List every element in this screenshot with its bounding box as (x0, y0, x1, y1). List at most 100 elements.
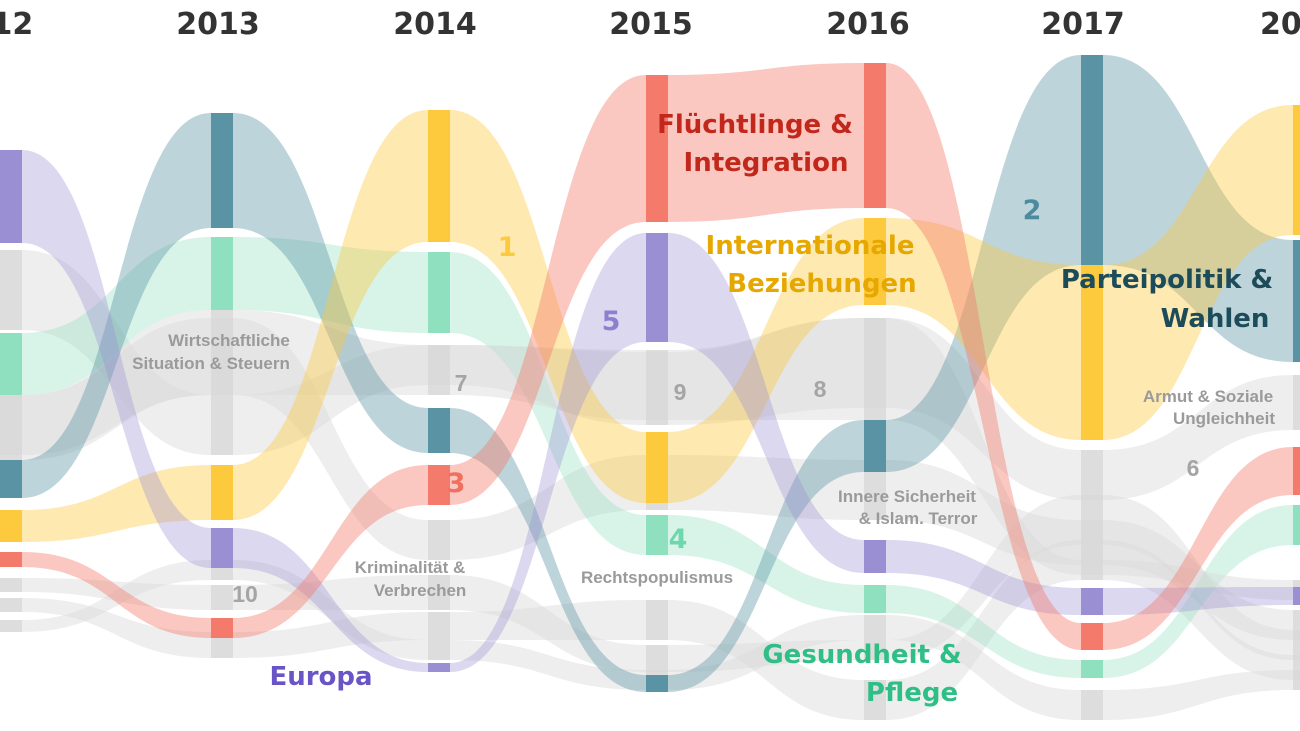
flow-band-grey-a-1 (233, 345, 428, 455)
flow-band-grey-e-5 (1103, 670, 1293, 720)
node-grey-c-3 (646, 645, 668, 672)
node-gesundheit-6 (1293, 505, 1300, 545)
rank-10: 10 (232, 581, 258, 607)
flow-band-grey-d-5 (1103, 540, 1293, 680)
flow-band-wirtschaft-2 (450, 345, 646, 420)
flow-band-grey-b-2 (450, 455, 646, 560)
flow-band-grey-e-4 (886, 615, 1081, 720)
node-grey-e-5 (1081, 690, 1103, 720)
node-grey-d-3 (646, 600, 668, 640)
flow-band-partei-1 (233, 113, 428, 453)
node-international-5 (1081, 265, 1103, 440)
label-rechtspopulismus: Rechtspopulismus (581, 568, 733, 587)
node-wirtschaft-3 (646, 350, 668, 420)
node-grey-c-1 (211, 585, 233, 610)
node-partei-5 (1081, 55, 1103, 265)
node-partei-0 (0, 460, 22, 498)
flow-band-europa-5 (1103, 587, 1293, 615)
flow-band-grey-a-5 (1103, 375, 1293, 500)
flow-band-international-5 (1103, 105, 1293, 440)
flow-band-partei-4 (886, 55, 1081, 472)
flow-band-fluechtlinge-4 (886, 63, 1081, 650)
flow-band-grey-e-2 (450, 640, 646, 690)
label-gesundheit-2: Pflege (866, 678, 958, 708)
flow-band-grey-d-4 (886, 540, 1081, 720)
flow-band-grey-b-0 (22, 318, 211, 455)
year-2017: 2017 (1041, 7, 1125, 42)
node-international-6 (1293, 105, 1300, 235)
topic-labels: Flüchtlinge & Integration Internationale… (269, 110, 1273, 708)
rank-9: 9 (674, 379, 687, 405)
label-partei-2: Wahlen (1161, 304, 1270, 334)
node-fluechtlinge-5 (1081, 623, 1103, 650)
flow-band-europa-3 (668, 233, 864, 573)
flow-band-wirtschaft-3 (668, 318, 864, 420)
node-grey-d-4 (864, 680, 886, 720)
node-fluechtlinge-0 (0, 552, 22, 567)
rank-5: 5 (602, 306, 621, 337)
flow-band-gesundheit-3 (668, 515, 864, 613)
flow-band-fluechtlinge-5 (1103, 447, 1293, 650)
node-europa-1 (211, 528, 233, 568)
node-grey-c-5 (1081, 495, 1103, 545)
node-gesundheit-3 (646, 515, 668, 555)
rank-3: 3 (447, 468, 466, 499)
flow-band-europa-2 (450, 233, 646, 672)
rank-4: 4 (669, 524, 688, 555)
flow-band-wirtschaft-1 (233, 310, 428, 395)
label-fluechtlinge-2: Integration (684, 148, 849, 178)
node-fluechtlinge-4 (864, 63, 886, 208)
rank-6: 6 (1187, 455, 1200, 481)
flow-band-grey-c-3 (668, 640, 864, 672)
flow-band-europa-0 (22, 150, 211, 568)
flow-band-grey-c-0 (22, 578, 211, 610)
flow-band-grey-d-2 (450, 600, 646, 640)
label-armut-2: Ungleichheit (1173, 409, 1275, 428)
label-kriminalitaet-2: Verbrechen (374, 581, 467, 600)
node-grey-e-0 (0, 620, 22, 632)
node-grey-d-0 (0, 598, 22, 612)
label-gesundheit: Gesundheit & (762, 640, 961, 670)
node-grey-c-0 (0, 578, 22, 592)
flow-band-grey-c-2 (450, 575, 646, 672)
flow-band-partei-0 (22, 113, 211, 498)
flow-band-partei-3 (668, 420, 864, 692)
node-europa-5 (1081, 588, 1103, 615)
label-partei: Parteipolitik & (1061, 265, 1273, 295)
flow-band-grey-c-5 (1103, 495, 1293, 660)
rank-1: 1 (498, 232, 517, 263)
node-gesundheit-2 (428, 252, 450, 333)
flow-band-gesundheit-0 (22, 237, 211, 395)
flow-band-fluechtlinge-0 (22, 552, 211, 638)
rank-numbers: 1 2 3 4 5 7 8 9 10 6 (232, 195, 1199, 607)
flow-band-grey-d-0 (22, 598, 211, 658)
node-international-0 (0, 510, 22, 542)
node-fluechtlinge-1 (211, 618, 233, 638)
flow-band-international-4 (886, 218, 1081, 440)
flow-band-grey-e-3 (668, 615, 864, 690)
label-wirtschaft-2: Situation & Steuern (132, 354, 290, 373)
flow-band-fluechtlinge-1 (233, 465, 428, 638)
flow-band-wirtschaft-5 (1103, 560, 1293, 600)
flow-bands (22, 55, 1293, 720)
flow-band-gesundheit-4 (886, 585, 1081, 678)
rank-7: 7 (455, 370, 468, 396)
flow-band-international-1 (233, 110, 428, 520)
flow-band-grey-d-1 (233, 612, 428, 658)
node-partei-2 (428, 408, 450, 453)
year-2014: 2014 (393, 7, 477, 42)
minor-topic-labels: Wirtschaftliche Situation & Steuern Krim… (132, 331, 1275, 600)
node-grey-e-6 (1293, 670, 1300, 690)
flow-band-grey-b-5 (1103, 520, 1293, 640)
flow-band-wirtschaft-4 (886, 318, 1081, 575)
flow-band-europa-1 (233, 528, 428, 672)
flow-band-international-3 (668, 218, 864, 503)
node-grey-b-4 (864, 460, 886, 520)
node-europa-3 (646, 233, 668, 342)
node-grey-c-6 (1293, 630, 1300, 660)
node-grey-d-2 (428, 612, 450, 640)
node-international-2 (428, 110, 450, 242)
flow-band-partei-2 (450, 408, 646, 692)
node-international-3 (646, 432, 668, 503)
